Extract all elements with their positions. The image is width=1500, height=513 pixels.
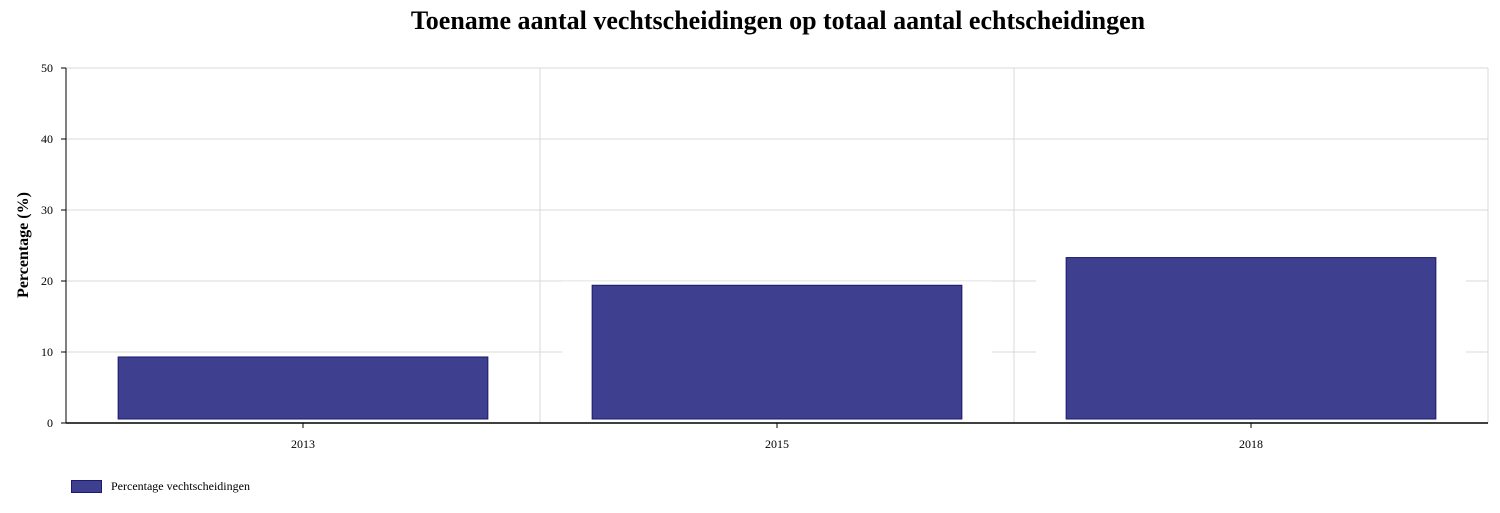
x-axis-ticks: 2013 2015 2018 [291,423,1263,451]
bar-2015[interactable] [591,284,963,420]
legend[interactable]: Percentage vechtscheidingen [71,479,250,494]
y-axis-ticks: 0 10 20 30 40 50 [41,61,66,430]
legend-swatch [71,480,102,493]
bar-2013[interactable] [117,356,489,420]
bars [88,253,1466,420]
x-tick-label: 2013 [291,437,315,451]
y-tick-label: 50 [41,61,53,75]
legend-label: Percentage vechtscheidingen [111,479,250,493]
chart-title: Toename aantal vechtscheidingen op totaa… [410,6,1146,35]
y-tick-label: 0 [47,416,53,430]
y-tick-label: 40 [41,132,53,146]
y-tick-label: 10 [41,345,53,359]
bar-2018[interactable] [1065,257,1437,420]
x-tick-label: 2018 [1239,437,1263,451]
y-axis-title: Percentage (%) [15,192,32,298]
y-tick-label: 20 [41,274,53,288]
y-tick-label: 30 [41,203,53,217]
x-tick-label: 2015 [765,437,789,451]
